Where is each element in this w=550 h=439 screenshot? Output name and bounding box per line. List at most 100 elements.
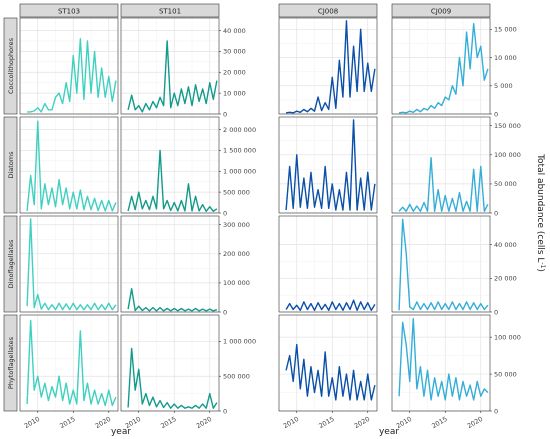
- y-tick-label: 0: [494, 110, 498, 118]
- facet-panels: [19, 17, 491, 412]
- panel-border: [391, 17, 491, 115]
- series-line-st101-diatoms: [127, 149, 218, 213]
- y-tick-label: 50 000: [494, 370, 517, 378]
- panel-background: [392, 315, 490, 411]
- y-tick-label: 0: [494, 308, 498, 316]
- panel-border: [120, 17, 220, 115]
- panel-border: [391, 116, 491, 214]
- panel-st103-coccolithophores: [19, 17, 119, 115]
- series-line-cj008-dinoflagellates: [285, 299, 376, 312]
- series-line-st101-dinoflagellates: [127, 288, 218, 312]
- panel-cj009-phytoflagellates: [391, 314, 491, 412]
- y-axis-label: Total abundance (cells L-1): [535, 153, 546, 272]
- panel-background: [121, 315, 219, 411]
- strip-st101: [120, 3, 220, 18]
- series-line-st103-diatoms: [26, 120, 117, 212]
- strip-dinoflagellates: [3, 215, 18, 313]
- strip-cj009: [391, 3, 491, 18]
- panel-background: [20, 216, 118, 312]
- series-line-cj009-dinoflagellates: [398, 218, 489, 311]
- panel-border: [278, 314, 378, 412]
- strip-phytoflagellates: [3, 314, 18, 412]
- panel-st103-phytoflagellates: [19, 314, 119, 412]
- y-tick-label: 40 000: [223, 27, 246, 35]
- panel-cj008-coccolithophores: [278, 17, 378, 115]
- series-line-st103-dinoflagellates: [26, 218, 117, 311]
- panel-st101-phytoflagellates: [120, 314, 220, 412]
- series-line-st101-coccolithophores: [127, 40, 218, 113]
- panel-cj009-coccolithophores: [391, 17, 491, 115]
- panel-background: [121, 216, 219, 312]
- panel-border: [19, 314, 119, 412]
- y-tick-label: 0: [223, 209, 227, 217]
- y-tick-label: 500 000: [223, 188, 250, 196]
- panel-cj009-diatoms: [391, 116, 491, 214]
- y-tick-label: 30 000: [223, 48, 246, 56]
- panel-border: [391, 215, 491, 313]
- series-line-cj008-phytoflagellates: [285, 343, 376, 401]
- panel-st103-dinoflagellates: [19, 215, 119, 313]
- series-line-cj008-coccolithophores: [285, 20, 376, 114]
- y-axes: 0 10 000 20 000 30 000 40 000 0 5 000 10 000 15 …: [219, 26, 521, 415]
- y-tick-label: 0: [494, 209, 498, 217]
- y-tick-label: 200 000: [223, 250, 250, 258]
- y-axis-label-main: Total abundance (cells L: [535, 153, 545, 262]
- panel-st103-diatoms: [19, 116, 119, 214]
- y-axis-label-superscript: -1: [539, 262, 546, 268]
- panel-border: [278, 116, 378, 214]
- strip-label-dinoflagellates: Dinoflagellates: [7, 239, 15, 288]
- panel-border: [120, 215, 220, 313]
- panel-background: [392, 18, 490, 114]
- y-tick-label: 0: [223, 308, 227, 316]
- y-tick-label: 0: [223, 407, 227, 415]
- strip-coccolithophores: [3, 17, 18, 115]
- y-tick-label: 1 000 000: [223, 338, 256, 346]
- panel-border: [120, 116, 220, 214]
- panel-background: [279, 315, 377, 411]
- y-tick-label: 2 000 000: [223, 126, 256, 134]
- panel-border: [278, 215, 378, 313]
- y-tick-label: 500 000: [223, 373, 250, 381]
- series-line-cj009-coccolithophores: [398, 22, 489, 114]
- panel-background: [279, 216, 377, 312]
- panel-border: [19, 215, 119, 313]
- facet-strips: ST103 ST101 CJ008 CJ009 Coccolithophores Diat…: [3, 3, 491, 412]
- strip-label-phytoflagellates: Phytoflagellates: [7, 336, 15, 389]
- strip-label-coccolithophores: Coccolithophores: [7, 37, 15, 94]
- y-tick-label: 40 000: [494, 241, 517, 249]
- y-tick-label: 50 000: [494, 180, 517, 188]
- panel-cj009-dinoflagellates: [391, 215, 491, 313]
- y-tick-label: 1 500 000: [223, 147, 256, 155]
- y-tick-label: 100 000: [223, 279, 250, 287]
- panel-border: [19, 116, 119, 214]
- y-tick-label: 1 000 000: [223, 168, 256, 176]
- strip-label-cj008: CJ008: [318, 8, 338, 16]
- y-tick-label: 5 000: [494, 82, 513, 90]
- y-tick-label: 0: [223, 110, 227, 118]
- y-tick-label: 20 000: [223, 69, 246, 77]
- y-tick-label: 100 000: [494, 151, 521, 159]
- panel-cj008-phytoflagellates: [278, 314, 378, 412]
- series-line-cj008-diatoms: [285, 119, 376, 211]
- y-tick-label: 300 000: [223, 221, 250, 229]
- series-line-st101-phytoflagellates: [127, 347, 218, 409]
- strip-label-cj009: CJ009: [431, 8, 451, 16]
- strip-label-st101: ST101: [159, 8, 181, 16]
- panel-background: [392, 117, 490, 213]
- y-tick-label: 10 000: [494, 54, 517, 62]
- strip-cj008: [278, 3, 378, 18]
- series-line-cj009-phytoflagellates: [398, 317, 489, 401]
- x-axis-label-right: year: [379, 427, 399, 437]
- panel-cj008-dinoflagellates: [278, 215, 378, 313]
- y-tick-label: 0: [494, 407, 498, 415]
- panel-border: [391, 314, 491, 412]
- x-axis-label-left: year: [111, 427, 131, 437]
- panel-background: [121, 117, 219, 213]
- strip-st103: [19, 3, 119, 18]
- y-tick-label: 150 000: [494, 122, 521, 130]
- panel-st101-diatoms: [120, 116, 220, 214]
- panel-border: [278, 17, 378, 115]
- panel-st101-coccolithophores: [120, 17, 220, 115]
- y-tick-label: 100 000: [494, 333, 521, 341]
